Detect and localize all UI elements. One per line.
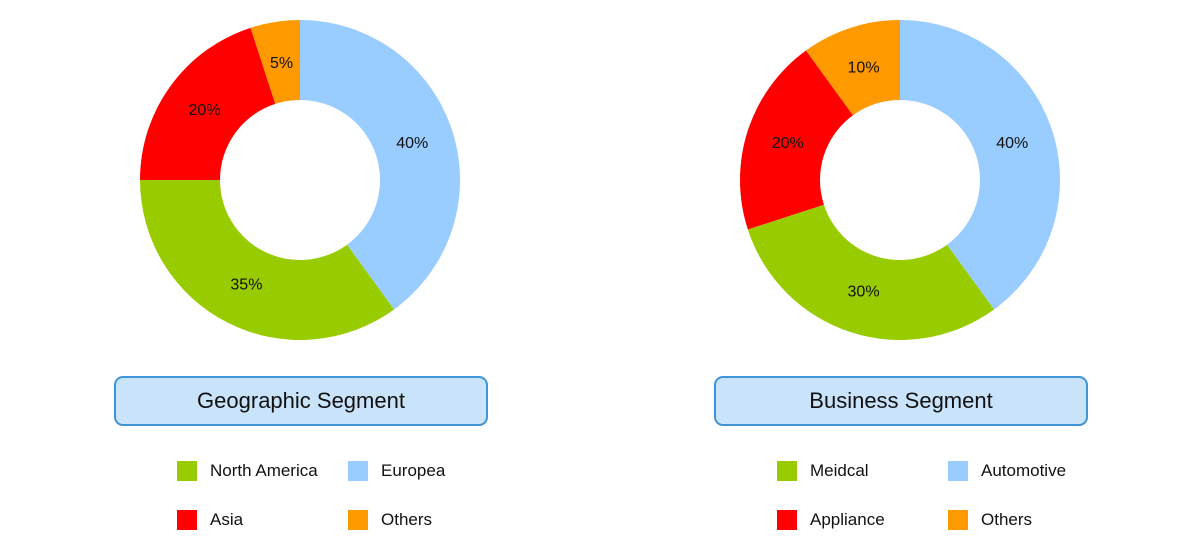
slice-label-meidcal: 30% <box>848 284 880 301</box>
slice-label-appliance: 20% <box>772 135 804 152</box>
legend-label: Others <box>381 510 433 529</box>
legend-item-others: Others <box>948 510 1032 530</box>
legend-swatch <box>348 510 368 530</box>
legend-item-automotive: Automotive <box>948 461 1066 481</box>
slice-others <box>250 20 300 104</box>
slice-asia <box>140 27 276 180</box>
legend-label: North America <box>210 461 318 480</box>
legend-item-appliance: Appliance <box>777 510 885 530</box>
slice-north-america <box>140 180 395 341</box>
legend-swatch <box>948 461 968 481</box>
legend-item-meidcal: Meidcal <box>777 461 869 481</box>
geographic-segment-panel: 40% 35% 20% 5% Geographic Segment North Ame… <box>114 20 488 530</box>
legend-swatch <box>177 510 197 530</box>
legend-label: Europea <box>381 461 446 480</box>
legend-label: Others <box>981 510 1033 529</box>
legend-item-asia: Asia <box>177 510 243 530</box>
slice-label-europea: 40% <box>396 135 428 152</box>
legend-swatch <box>777 510 797 530</box>
legend-swatch <box>177 461 197 481</box>
business-segment-title: Business Segment <box>714 376 1088 426</box>
legend-item-north-america: North America <box>177 461 318 481</box>
legend-item-others: Others <box>348 510 432 530</box>
geographic-segment-title: Geographic Segment <box>114 376 488 426</box>
slice-appliance <box>740 50 853 230</box>
legend-swatch <box>777 461 797 481</box>
legend-label: Automotive <box>981 461 1067 480</box>
slice-label-others: 5% <box>270 55 293 72</box>
legend-item-europea: Europea <box>348 461 445 481</box>
slice-label-north-america: 35% <box>230 277 262 294</box>
slice-label-asia: 20% <box>189 102 221 119</box>
geographic-donut-chart: 40% 35% 20% 5% <box>140 20 461 341</box>
slice-others <box>805 20 900 116</box>
legend-label: Appliance <box>810 510 885 529</box>
legend-label: Meidcal <box>810 461 869 480</box>
legend-label: Asia <box>210 510 244 529</box>
legend-swatch <box>948 510 968 530</box>
slice-label-automotive: 40% <box>996 135 1028 152</box>
slice-automotive <box>900 20 1061 310</box>
slice-europea <box>300 20 461 310</box>
slice-meidcal <box>747 204 995 341</box>
slice-label-others: 10% <box>848 59 880 76</box>
legend-swatch <box>348 461 368 481</box>
business-donut-chart: 40% 30% 20% 10% <box>740 20 1061 341</box>
business-segment-panel: 40% 30% 20% 10% Business Segment Meidcal Aut… <box>600 0 1200 560</box>
